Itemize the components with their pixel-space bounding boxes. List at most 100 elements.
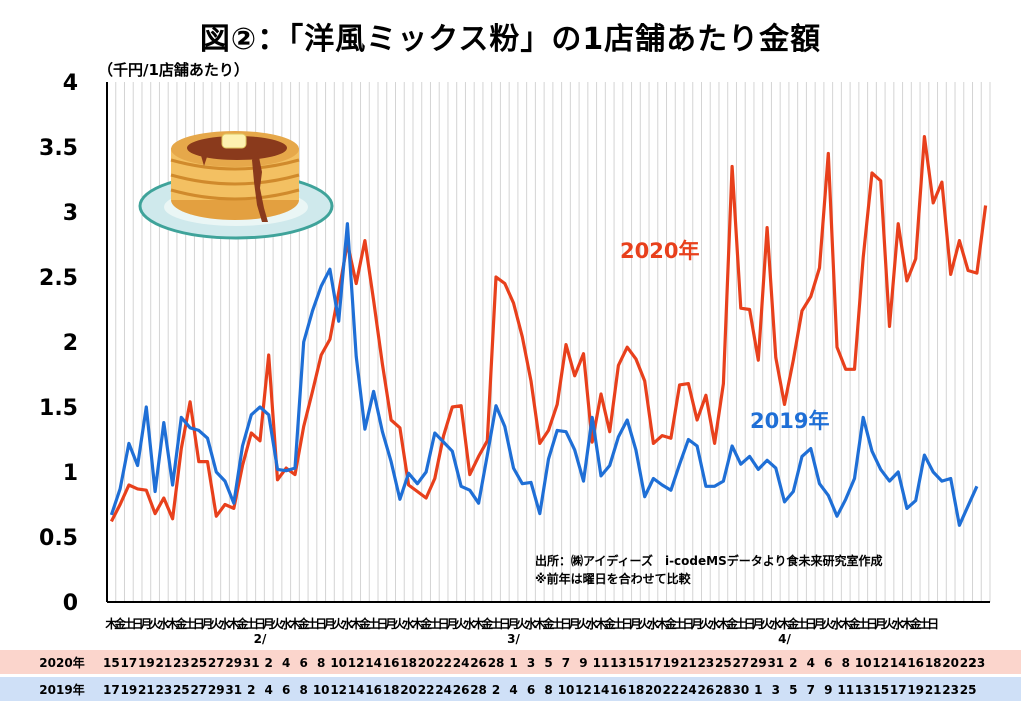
weekday-label: 木 (594, 616, 608, 631)
date-2019: 18 (383, 683, 400, 697)
weekday-label: 月 (874, 617, 887, 631)
weekday-label: 月 (445, 617, 458, 631)
weekday-label: 月 (629, 617, 642, 631)
weekday-label: 月 (262, 617, 275, 631)
date-2020: 10 (855, 656, 872, 670)
weekday-label: 土 (918, 616, 930, 631)
date-2019: 17 (103, 683, 120, 697)
weekday-label: 日 (193, 617, 205, 631)
weekday-label: 月 (201, 617, 214, 631)
date-2020: 16 (907, 656, 924, 670)
weekday-label: 月 (751, 617, 764, 631)
weekday-label: 土 (429, 616, 441, 631)
weekday-label: 月 (323, 617, 336, 631)
date-2019: 19 (121, 683, 138, 697)
month-marker: 4/ (778, 632, 791, 646)
date-2019: 5 (789, 683, 797, 697)
weekday-label: 日 (560, 617, 572, 631)
date-2020: 15 (628, 656, 645, 670)
date-2019: 18 (628, 683, 645, 697)
weekday-label: 金 (786, 616, 800, 631)
date-2019: 2 (247, 683, 255, 697)
date-2019: 12 (575, 683, 592, 697)
date-2019: 28 (470, 683, 487, 697)
weekday-label: 木 (410, 616, 424, 631)
weekday-label: 土 (857, 616, 869, 631)
date-2019: 10 (313, 683, 330, 697)
weekday-label: 月 (384, 617, 397, 631)
date-2019: 4 (509, 683, 517, 697)
weekday-label: 土 (490, 616, 502, 631)
weekday-label: 木 (716, 616, 730, 631)
weekday-label: 日 (499, 617, 511, 631)
weekday-label: 木 (655, 616, 669, 631)
series-2019-polyline (109, 222, 979, 527)
weekday-label: 金 (909, 616, 923, 631)
weekday-label: 月 (690, 617, 703, 631)
weekday-label: 日 (805, 617, 817, 631)
date-2020: 8 (842, 656, 850, 670)
date-2020: 27 (732, 656, 749, 670)
weekday-label: 土 (735, 616, 747, 631)
date-2019: 25 (173, 683, 190, 697)
date-2020: 6 (824, 656, 832, 670)
date-2019: 20 (400, 683, 417, 697)
weekday-label: 月 (139, 617, 152, 631)
date-2019: 13 (855, 683, 872, 697)
weekday-label: 日 (744, 617, 756, 631)
date-2019: 22 (418, 683, 435, 697)
date-2019: 31 (225, 683, 242, 697)
date-2019: 14 (348, 683, 365, 697)
weekday-label: 水 (525, 616, 538, 631)
weekday-label: 金 (603, 616, 617, 631)
weekday-label: 火 (394, 617, 407, 631)
weekday-label: 木 (288, 616, 302, 631)
date-2019: 29 (208, 683, 225, 697)
date-2019: 17 (890, 683, 907, 697)
weekday-label: 金 (174, 616, 188, 631)
y-axis-unit-label: （千円/1店舗あたり） (98, 61, 249, 79)
date-2019: 8 (300, 683, 308, 697)
date-2020: 3 (527, 656, 535, 670)
weekday-label: 金 (847, 616, 861, 631)
weekday-label: 日 (621, 617, 633, 631)
axes (106, 82, 990, 603)
date-2020: 11 (593, 656, 610, 670)
date-2020: 16 (383, 656, 400, 670)
date-2019: 30 (732, 683, 749, 697)
date-2019: 27 (190, 683, 207, 697)
source-note: 出所：㈱アイディーズ i-codeMSデータより食未来研究室作成 (535, 553, 883, 568)
date-2019: 19 (907, 683, 924, 697)
weekday-label: 金 (113, 616, 127, 631)
weekday-label: 火 (149, 617, 162, 631)
date-2020: 21 (680, 656, 697, 670)
y-tick-label: 4 (63, 71, 78, 96)
weekday-label: 火 (516, 617, 529, 631)
date-2020: 21 (155, 656, 172, 670)
weekday-label: 日 (315, 617, 327, 631)
weekday-label: 木 (900, 616, 914, 631)
weekday-label: 日 (866, 617, 878, 631)
date-2020: 7 (562, 656, 570, 670)
date-2020: 18 (400, 656, 417, 670)
date-2019: 22 (663, 683, 680, 697)
weekday-label: 水 (219, 616, 232, 631)
weekday-label: 木 (227, 616, 241, 631)
weekday-label: 水 (280, 616, 293, 631)
weekday-label: 土 (368, 616, 380, 631)
date-2019: 2 (492, 683, 500, 697)
weekday-label: 火 (700, 617, 713, 631)
weekday-label: 日 (376, 617, 388, 631)
date-2020: 23 (173, 656, 190, 670)
date-2019: 15 (872, 683, 889, 697)
date-2020: 23 (969, 656, 986, 670)
chart-title: 図②：「洋風ミックス粉」の1店舗あたり金額 (199, 22, 822, 57)
date-2020: 17 (645, 656, 662, 670)
pancake-illustration (138, 131, 334, 240)
weekday-label: 水 (892, 616, 905, 631)
date-2020: 27 (208, 656, 225, 670)
weekday-label: 水 (403, 616, 416, 631)
date-2020: 14 (890, 656, 907, 670)
y-tick-label: 1.5 (39, 396, 78, 421)
